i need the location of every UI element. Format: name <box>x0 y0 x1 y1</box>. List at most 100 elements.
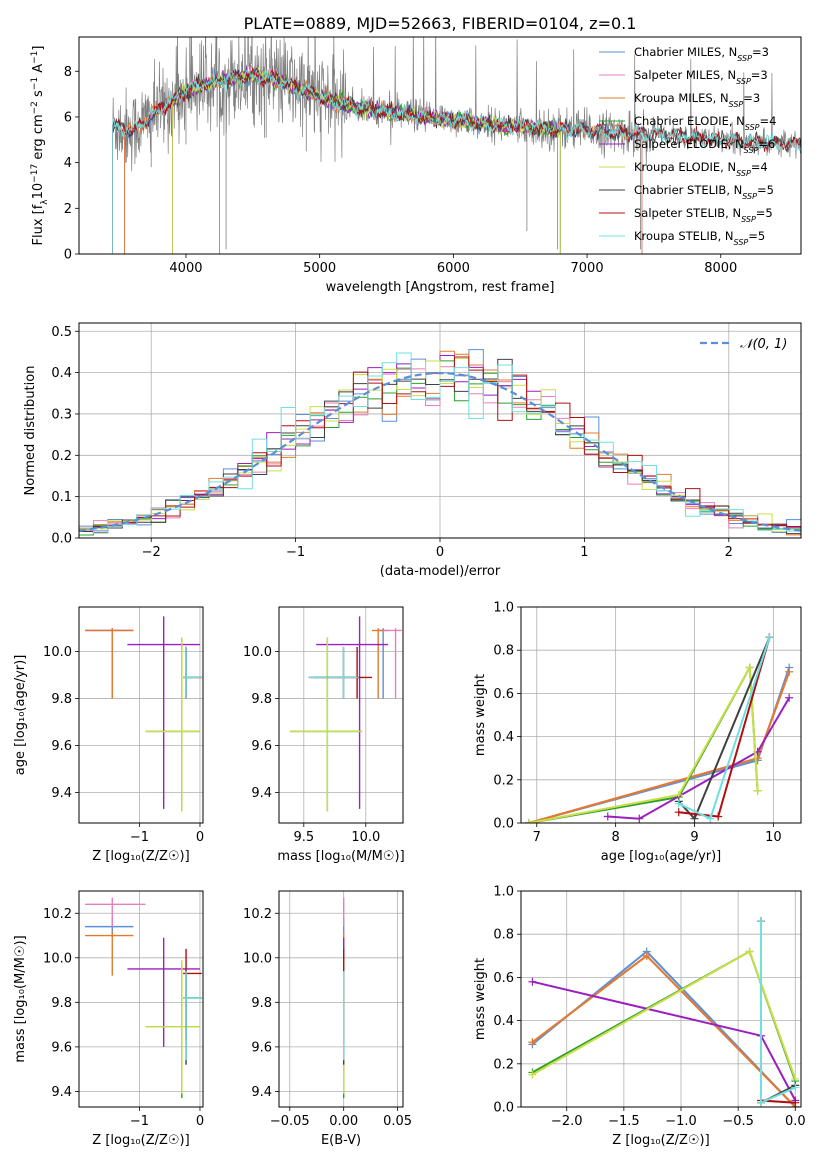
x-tick-label: 8 <box>612 830 620 845</box>
x-tick-label: 0.00 <box>329 1114 358 1129</box>
x-tick-label: −0.5 <box>722 1114 754 1129</box>
x-tick-label: −1 <box>130 830 149 845</box>
y-tick-label: 9.6 <box>251 1040 272 1055</box>
axes-frame <box>78 36 802 255</box>
y-axis-label: Flux [fλ10−17 erg cm−2 s−1 A−1] <box>30 46 50 246</box>
y-tick-label: 10.2 <box>243 907 272 922</box>
x-tick-label: −2.0 <box>551 1114 583 1129</box>
model-salpeter_stelib <box>112 66 801 152</box>
axes-frame <box>278 890 404 1108</box>
axes-frame <box>520 606 802 824</box>
panel-mass_vs_z: −1 0 9.4 9.6 9.8 10.0 10.2 Z [log₁₀(Z/Z☉)] mass … <box>13 890 204 1148</box>
y-tick-label: 4 <box>64 156 72 171</box>
marker-salpeter_elodie <box>603 812 612 821</box>
marker-kroupa_stelib <box>757 917 765 926</box>
x-axis-label: Z [log₁₀(Z/Z☉)] <box>92 849 189 864</box>
marker-kroupa_elodie <box>528 1070 537 1079</box>
x-axis-label: mass [log₁₀(M/M☉)] <box>277 849 404 864</box>
y-tick-label: 0.1 <box>51 490 72 505</box>
y-axis-label: age [log₁₀(age/yr)] <box>13 655 28 776</box>
y-tick-label: 0.3 <box>51 407 72 422</box>
axes-frame <box>78 890 204 1108</box>
legend-normal-label: 𝒩(0, 1) <box>740 337 787 352</box>
axes-frame <box>278 606 404 824</box>
y-tick-label: 8 <box>64 65 72 80</box>
x-tick-label: 5000 <box>303 261 336 276</box>
figure-title: PLATE=0889, MJD=52663, FIBERID=0104, z=0… <box>244 14 637 33</box>
legend-entry-kroupa_stelib: Kroupa STELIB, NSSP=5 <box>634 229 765 247</box>
panel-age_vs_z: −1 0 9.4 9.6 9.8 10.0 Z [log₁₀(Z/Z☉)] age [log₁… <box>13 606 204 864</box>
x-tick-label: 2 <box>725 545 733 560</box>
panel-spectrum: 4000 5000 6000 7000 8000 0 2 4 6 8 wavelength [Ang… <box>30 36 802 295</box>
y-tick-label: 9.8 <box>251 996 272 1011</box>
y-axis-label: mass weight <box>473 958 488 1040</box>
y-tick-label: 0.4 <box>493 1014 514 1029</box>
x-tick-label: 1 <box>580 545 588 560</box>
y-tick-label: 10.2 <box>43 907 72 922</box>
y-axis-label: Normed distribution <box>23 366 38 496</box>
series-kroupa_miles <box>531 954 797 1107</box>
legend-entry-salpeter_stelib: Salpeter STELIB, NSSP=5 <box>634 206 773 224</box>
x-tick-label: 0 <box>196 830 204 845</box>
marker-salpeter_stelib <box>674 808 683 817</box>
marker-salpeter_stelib <box>791 1098 800 1107</box>
series-salpeter_elodie <box>607 697 791 820</box>
y-tick-label: 0.8 <box>493 644 514 659</box>
plot-area <box>85 616 202 812</box>
x-tick-label: 7000 <box>571 261 604 276</box>
legend-entry-kroupa_elodie: Kroupa ELODIE, NSSP=4 <box>634 160 768 178</box>
series-kroupa_stelib <box>678 636 771 821</box>
plot-area <box>524 633 794 823</box>
marker-salpeter_elodie <box>785 693 794 702</box>
x-tick-label: 0 <box>196 1114 204 1129</box>
x-axis-label: (data-model)/error <box>380 564 501 579</box>
marker-kroupa_stelib <box>757 1098 765 1107</box>
marker-kroupa_stelib <box>791 1083 800 1092</box>
y-tick-label: 10.0 <box>243 951 272 966</box>
x-tick-label: 0 <box>436 545 444 560</box>
y-tick-label: 2 <box>64 202 72 217</box>
y-tick-label: 0 <box>64 248 72 263</box>
series-kroupa_elodie <box>528 664 759 823</box>
y-tick-label: 10.0 <box>243 645 272 660</box>
marker-salpeter_elodie <box>528 977 537 986</box>
x-tick-label: 4000 <box>169 261 202 276</box>
legend-entry-chabrier_miles: Chabrier MILES, NSSP=3 <box>634 45 769 63</box>
y-tick-label: 0.8 <box>493 928 514 943</box>
y-axis-label: mass [log₁₀(M/M☉)] <box>13 935 28 1062</box>
y-tick-label: 0.2 <box>493 1057 514 1072</box>
y-tick-label: 0.4 <box>51 366 72 381</box>
y-tick-label: 0.2 <box>51 449 72 464</box>
legend-entry-kroupa_miles: Kroupa MILES, NSSP=3 <box>634 91 760 109</box>
x-tick-label: −1 <box>130 1114 149 1129</box>
series-chabrier_miles <box>531 950 797 1107</box>
marker-kroupa_stelib <box>765 633 774 642</box>
x-tick-label: 6000 <box>437 261 470 276</box>
x-tick-label: 9 <box>690 830 698 845</box>
legend-entry-salpeter_elodie: Salpeter ELODIE, NSSP=6 <box>634 137 775 155</box>
model-kroupa_stelib <box>112 68 801 152</box>
marker-kroupa_elodie <box>745 947 754 956</box>
axes-frame <box>78 606 204 824</box>
y-tick-label: 1.0 <box>493 601 514 616</box>
y-axis-label: mass weight <box>473 674 488 756</box>
data-spectrum <box>112 37 801 172</box>
y-tick-label: 9.8 <box>51 692 72 707</box>
y-tick-label: 1.0 <box>493 885 514 900</box>
series-chabrier_stelib <box>677 636 771 821</box>
x-tick-label: 0.0 <box>785 1114 806 1129</box>
y-tick-label: 9.8 <box>251 692 272 707</box>
x-tick-label: −0.05 <box>270 1114 310 1129</box>
normal-curve <box>79 371 801 532</box>
marker-kroupa_stelib <box>706 814 715 823</box>
plot-area <box>528 917 800 1107</box>
y-tick-label: 9.4 <box>251 1085 272 1100</box>
y-tick-label: 6 <box>64 110 72 125</box>
x-tick-label: 9.5 <box>293 830 314 845</box>
marker-kroupa_elodie <box>753 786 762 795</box>
marker-kroupa_miles <box>528 1038 537 1047</box>
x-axis-label: Z [log₁₀(Z/Z☉)] <box>92 1133 189 1148</box>
x-axis-label: age [log₁₀(age/yr)] <box>601 849 722 864</box>
marker-kroupa_elodie <box>745 663 754 672</box>
